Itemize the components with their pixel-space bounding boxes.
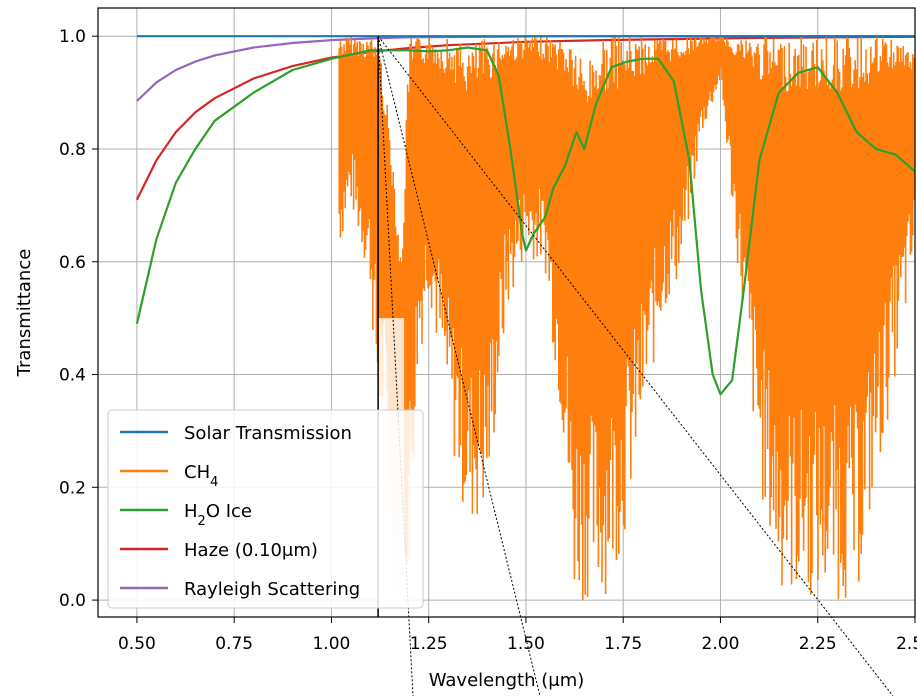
y-tick-label: 0.4 — [59, 366, 86, 386]
y-tick-label: 0.6 — [59, 253, 86, 273]
x-tick-label: 1.25 — [410, 634, 448, 654]
legend-label-text: Haze (0.10μm) — [184, 540, 318, 561]
ch4-series — [338, 36, 915, 601]
y-tick-label: 1.0 — [59, 27, 86, 47]
legend-label-subscript: 2 — [198, 514, 206, 529]
x-tick-label: 1.75 — [604, 634, 642, 654]
y-axis-label: Transmittance — [14, 249, 35, 378]
x-tick-label: 2.00 — [702, 634, 740, 654]
legend-label-text: Solar Transmission — [184, 423, 352, 444]
legend-label-subscript: 4 — [210, 475, 218, 490]
projection-line — [377, 36, 541, 696]
haze-0-10-m-legend-label: Haze (0.10μm) — [184, 540, 318, 561]
h2o-ice-line — [135, 46, 916, 396]
x-tick-label: 1.00 — [312, 634, 350, 654]
legend-box — [107, 409, 424, 609]
y-tick-label: 0.0 — [59, 591, 86, 611]
tick-layer: 0.50 0.75 1.00 1.25 1.50 1.75 2.00 2.25 2.50 0.0 0… — [59, 27, 917, 654]
series-layer — [135, 35, 916, 601]
x-tick-label: 2.50 — [896, 634, 917, 654]
legend-label-text: Rayleigh Scattering — [184, 579, 360, 600]
y-tick-label: 0.2 — [59, 478, 86, 498]
ch4-legend-label: CH4 — [184, 462, 218, 490]
x-axis-label: Wavelength (μm) — [429, 670, 585, 691]
legend-label-text: O Ice — [206, 501, 252, 522]
x-tick-label: 2.25 — [799, 634, 837, 654]
legend-label-text: CH — [184, 462, 210, 483]
projection-line — [377, 35, 894, 696]
solar-transmission-legend-label: Solar Transmission — [184, 423, 352, 444]
legend-label-text: H — [184, 501, 198, 522]
x-tick-label: 0.75 — [215, 634, 253, 654]
rayleigh-scattering-legend-label: Rayleigh Scattering — [184, 579, 360, 600]
h2o-ice-legend-label: H2O Ice — [184, 501, 252, 529]
x-tick-label: 0.50 — [118, 634, 156, 654]
x-tick-label: 1.50 — [507, 634, 545, 654]
plot-frame — [97, 7, 916, 618]
y-tick-label: 0.8 — [59, 140, 86, 160]
